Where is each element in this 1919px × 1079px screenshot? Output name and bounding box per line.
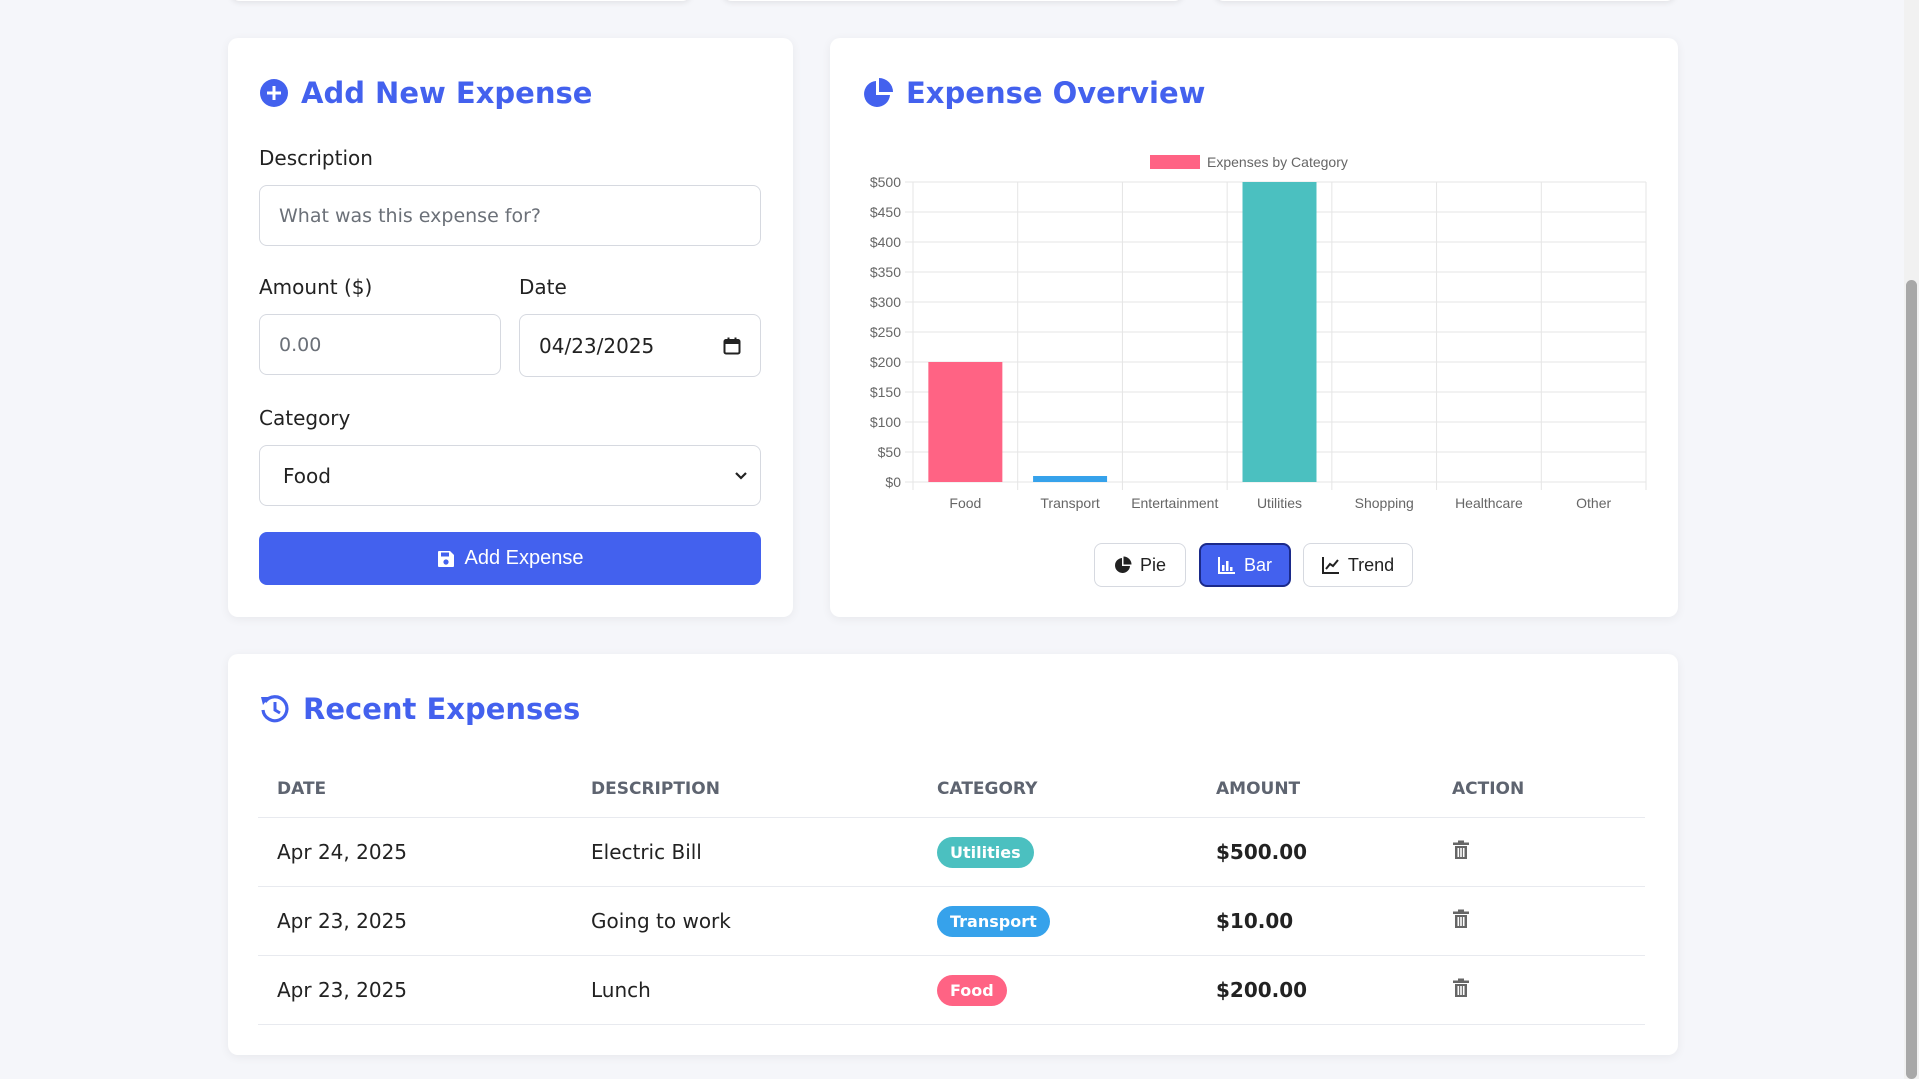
calendar-icon[interactable]	[723, 337, 741, 355]
expense-date: Apr 24, 2025	[258, 817, 572, 887]
category-select-value: Food	[283, 463, 331, 488]
expense-amount: $500.00	[1197, 817, 1433, 887]
bar-food	[928, 362, 1003, 482]
column-header-amount: AMOUNT	[1197, 760, 1433, 818]
pie-chart-icon	[1115, 556, 1132, 573]
page-scrollbar[interactable]	[1904, 0, 1919, 1079]
pie-button[interactable]: Pie	[1094, 543, 1186, 587]
expense-description: Going to work	[572, 886, 918, 956]
add-expense-card: Add New Expense Description Amount ($) D…	[228, 38, 793, 617]
x-tick-label: Other	[1576, 495, 1611, 511]
pie-chart-icon	[864, 78, 893, 107]
bar-chart-icon	[1217, 557, 1235, 574]
category-badge: Food	[937, 974, 1007, 1006]
add-expense-button[interactable]: Add Expense	[259, 532, 761, 585]
bar-chart: Expenses by Category $0 $50 $100 $150 $200 $25…	[870, 154, 1647, 511]
y-tick-label: $250	[870, 324, 901, 340]
legend-label: Expenses by Category	[1207, 154, 1348, 170]
pie-button-label: Pie	[1139, 554, 1166, 575]
y-tick-label: $350	[870, 264, 901, 280]
chevron-down-icon	[735, 471, 747, 480]
x-tick-label: Healthcare	[1455, 495, 1523, 511]
y-tick-label: $500	[870, 174, 901, 190]
description-input[interactable]	[259, 185, 761, 246]
column-header-date: DATE	[258, 760, 572, 818]
y-tick-label: $400	[870, 234, 901, 250]
expense-chart: Expenses by Category $0 $50 $100 $150 $200 $25…	[848, 145, 1668, 525]
overview-title-text: Expense Overview	[906, 76, 1206, 110]
date-input[interactable]: 04/23/2025	[519, 314, 761, 377]
table-row: Apr 24, 2025 Electric Bill Utilities $50…	[258, 817, 1645, 887]
column-header-category: CATEGORY	[918, 760, 1197, 818]
date-value: 04/23/2025	[539, 333, 655, 358]
expenses-table: DATE DESCRIPTION CATEGORY AMOUNT ACTION …	[258, 760, 1645, 1025]
summary-card-3	[1214, 0, 1676, 1]
y-tick-label: $100	[870, 414, 901, 430]
history-icon	[261, 695, 289, 723]
legend-swatch	[1150, 155, 1200, 169]
recent-title: Recent Expenses	[259, 692, 580, 726]
expense-amount: $200.00	[1197, 955, 1433, 1025]
summary-card-1	[230, 0, 692, 1]
y-tick-label: $0	[885, 474, 901, 490]
x-tick-label: Entertainment	[1131, 495, 1218, 511]
bar-utilities	[1242, 182, 1317, 482]
category-select[interactable]: Food	[259, 445, 761, 506]
y-tick-label: $150	[870, 384, 901, 400]
x-tick-label: Utilities	[1257, 495, 1302, 511]
add-expense-title: Add New Expense	[259, 76, 592, 110]
description-label: Description	[259, 146, 373, 170]
line-chart-icon	[1321, 557, 1339, 574]
column-header-description: DESCRIPTION	[572, 760, 918, 818]
recent-title-text: Recent Expenses	[303, 692, 581, 726]
trash-icon[interactable]	[1452, 909, 1470, 929]
expense-description: Electric Bill	[572, 817, 918, 887]
amount-label: Amount ($)	[259, 275, 373, 299]
category-badge: Utilities	[937, 836, 1034, 868]
trend-button[interactable]: Trend	[1303, 543, 1413, 587]
plus-circle-icon	[260, 79, 288, 107]
x-tick-label: Transport	[1040, 495, 1100, 511]
table-row: Apr 23, 2025 Going to work Transport $10…	[258, 886, 1645, 956]
bar-button[interactable]: Bar	[1199, 543, 1291, 587]
y-tick-label: $300	[870, 294, 901, 310]
scrollbar-thumb[interactable]	[1906, 280, 1917, 1079]
y-tick-label: $50	[878, 444, 902, 460]
add-expense-button-label: Add Expense	[464, 547, 584, 569]
add-expense-title-text: Add New Expense	[301, 76, 593, 110]
trash-icon[interactable]	[1452, 978, 1470, 998]
date-label: Date	[519, 275, 567, 299]
x-tick-label: Food	[949, 495, 981, 511]
bar-transport	[1033, 476, 1108, 482]
y-tick-label: $450	[870, 204, 901, 220]
category-label: Category	[259, 406, 351, 430]
overview-title: Expense Overview	[862, 76, 1205, 110]
expense-amount: $10.00	[1197, 886, 1433, 956]
trend-button-label: Trend	[1347, 554, 1395, 575]
save-icon	[437, 550, 454, 567]
expense-date: Apr 23, 2025	[258, 955, 572, 1025]
expense-overview-card: Expense Overview	[830, 38, 1678, 617]
expense-date: Apr 23, 2025	[258, 886, 572, 956]
y-tick-label: $200	[870, 354, 901, 370]
category-badge: Transport	[937, 905, 1050, 937]
table-header-row: DATE DESCRIPTION CATEGORY AMOUNT ACTION	[258, 760, 1645, 818]
x-tick-label: Shopping	[1355, 495, 1414, 511]
amount-input[interactable]	[259, 314, 501, 375]
expense-description: Lunch	[572, 955, 918, 1025]
table-row: Apr 23, 2025 Lunch Food $200.00	[258, 955, 1645, 1025]
summary-card-2	[722, 0, 1184, 1]
trash-icon[interactable]	[1452, 840, 1470, 860]
column-header-action: ACTION	[1433, 760, 1645, 818]
bar-button-label: Bar	[1243, 554, 1272, 575]
